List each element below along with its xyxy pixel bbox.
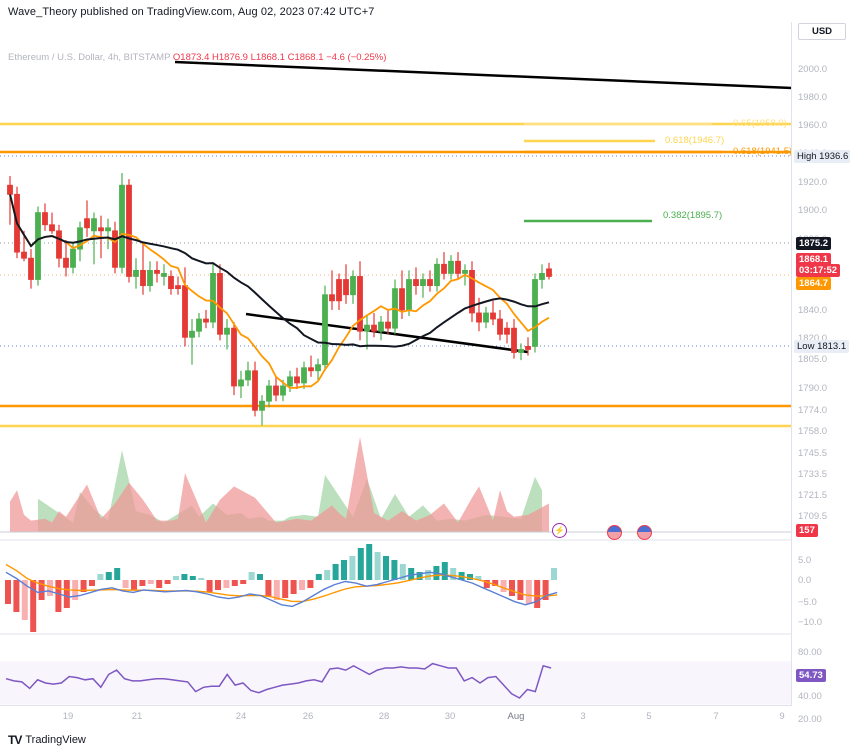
us-economic-event-icon[interactable] — [607, 525, 622, 540]
time-tick: 21 — [131, 711, 143, 722]
time-axis[interactable]: 19 21 24 26 28 30 Aug 3 5 7 9 — [0, 705, 792, 728]
legend-high: 1876.9 — [218, 52, 248, 63]
price-tick: 1758.0 — [798, 426, 828, 437]
time-tick: 28 — [378, 711, 390, 722]
rsi-series — [0, 633, 792, 705]
price-tick: −10.0 — [798, 617, 823, 628]
earnings-event-icon[interactable]: ⚡ — [552, 523, 567, 538]
price-tick: 1733.5 — [798, 469, 828, 480]
chart-frame: Ethereum / U.S. Dollar, 4h, BITSTAMP O18… — [0, 22, 850, 725]
fibonacci-level-label[interactable]: 0.618(1941.5) — [733, 146, 792, 157]
price-tick: 1820.0 — [798, 333, 828, 344]
low-marker[interactable]: Low 1813.1 — [794, 340, 850, 353]
time-tick: 30 — [444, 711, 456, 722]
price-tick: 2000.0 — [798, 64, 828, 75]
high-marker[interactable]: High 1936.6 — [794, 150, 850, 163]
chart-plot-area[interactable]: Ethereum / U.S. Dollar, 4h, BITSTAMP O18… — [0, 22, 792, 705]
tradingview-footer: TV TradingView — [8, 733, 86, 747]
candlestick-series — [7, 173, 552, 426]
chart-legend: Ethereum / U.S. Dollar, 4h, BITSTAMP O18… — [8, 52, 386, 63]
legend-low-label: L — [250, 52, 256, 63]
tradingview-logo-icon: TV — [8, 733, 22, 747]
chart-canvas — [0, 60, 792, 705]
price-tick: 1790.0 — [798, 383, 828, 394]
time-tick: 24 — [235, 711, 247, 722]
trendline-group — [174, 60, 792, 354]
price-tick: 20.00 — [798, 714, 822, 725]
ma-price-orange[interactable]: 1864.7 — [796, 277, 832, 290]
price-tick: 1840.0 — [798, 305, 828, 316]
price-tick: 40.00 — [798, 691, 822, 702]
legend-low: 1868.1 — [255, 52, 285, 63]
fibonacci-level-label[interactable]: 0.382(1895.7) — [663, 210, 723, 221]
time-tick: 26 — [302, 711, 314, 722]
publisher-attribution: Wave_Theory published on TradingView.com… — [8, 6, 375, 18]
price-tick: 1709.5 — [798, 511, 828, 522]
macd-series — [0, 539, 792, 632]
time-tick: 5 — [646, 711, 652, 722]
last-price-black[interactable]: 1875.2 — [796, 237, 832, 250]
time-tick: 7 — [713, 711, 719, 722]
price-tick: −5.0 — [798, 597, 817, 608]
price-axis[interactable]: USD 2000.01980.01960.01940.01920.01900.0… — [791, 22, 850, 725]
price-tick: 1745.5 — [798, 448, 828, 459]
legend-close: 1868.1 — [294, 52, 324, 63]
price-tick: 1774.0 — [798, 405, 828, 416]
time-tick: 19 — [62, 711, 74, 722]
time-tick: Aug — [507, 711, 525, 722]
volume-value[interactable]: 157 — [796, 524, 818, 537]
price-tick: 1721.5 — [798, 490, 828, 501]
price-tick: 1980.0 — [798, 92, 828, 103]
us-economic-event-icon[interactable] — [637, 525, 652, 540]
legend-close-label: C — [287, 52, 295, 63]
currency-badge: USD — [798, 23, 846, 40]
fibonacci-level-label[interactable]: 0.65(1958.0) — [733, 118, 787, 129]
legend-open-label: O — [172, 52, 181, 63]
volume-series — [0, 437, 792, 533]
legend-symbol: Ethereum / U.S. Dollar, 4h, BITSTAMP — [8, 52, 171, 63]
last-price-red[interactable]: 1868.1 — [796, 253, 832, 266]
price-tick: 1900.0 — [798, 205, 828, 216]
price-tick: 0.0 — [798, 575, 812, 586]
price-tick: 80.00 — [798, 647, 822, 658]
time-tick: 9 — [779, 711, 785, 722]
rsi-value[interactable]: 54.73 — [796, 669, 826, 682]
legend-high-label: H — [212, 52, 219, 63]
time-tick: 3 — [580, 711, 586, 722]
legend-open: 1873.4 — [180, 52, 210, 63]
price-tick: 1805.0 — [798, 354, 828, 365]
legend-change: −4.6 (−0.25%) — [326, 52, 387, 63]
price-tick: 1920.0 — [798, 177, 828, 188]
fibonacci-lines — [0, 122, 792, 428]
tradingview-brand-label: TradingView — [25, 734, 86, 746]
moving-average-lines — [9, 194, 550, 389]
countdown[interactable]: 03:17:52 — [796, 264, 841, 277]
price-tick: 5.0 — [798, 555, 812, 566]
price-tick: 1960.0 — [798, 120, 828, 131]
fibonacci-level-label[interactable]: 0.618(1946.7) — [665, 135, 725, 146]
